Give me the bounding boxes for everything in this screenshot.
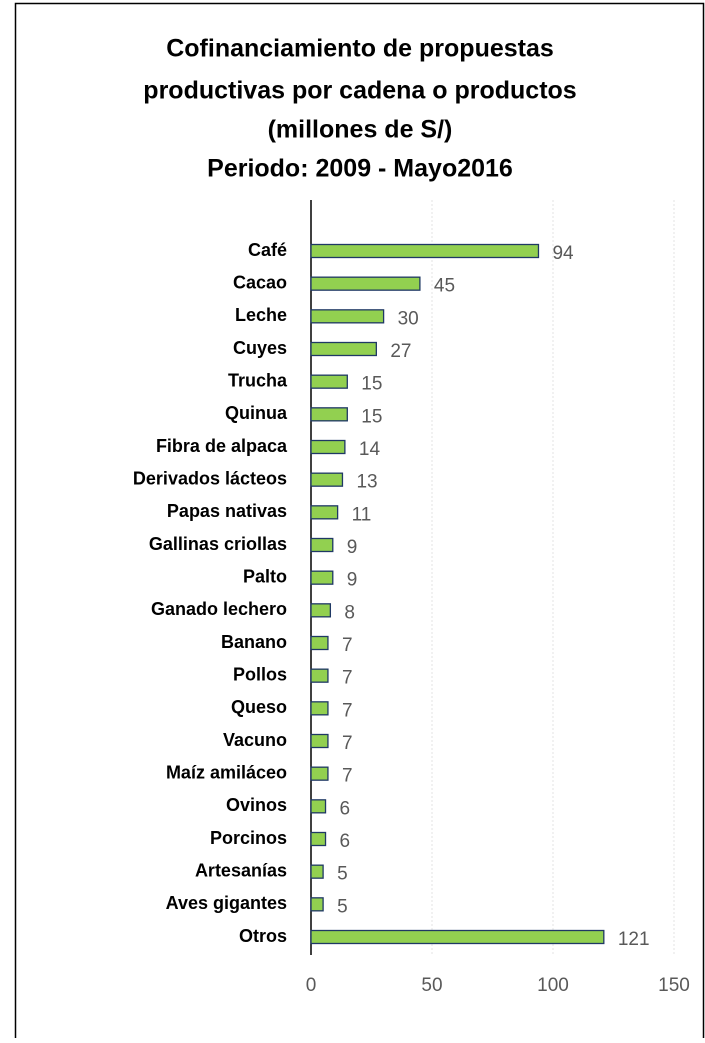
bar <box>310 570 334 585</box>
bar <box>310 439 346 455</box>
category-label: Papas nativas <box>167 501 287 521</box>
data-label: 13 <box>356 472 377 493</box>
category-label: Leche <box>235 305 287 325</box>
data-label: 5 <box>337 896 348 917</box>
category-label: Palto <box>243 566 287 586</box>
category-label: Banano <box>221 632 287 652</box>
chart-frame <box>14 2 705 1043</box>
bar <box>310 831 327 847</box>
bar <box>310 341 377 357</box>
data-label: 6 <box>340 798 351 819</box>
bar <box>310 864 324 879</box>
bar <box>310 276 421 291</box>
bar <box>310 374 348 389</box>
bar <box>310 635 329 651</box>
data-label: 15 <box>361 374 382 395</box>
data-label: 7 <box>342 766 353 787</box>
bar <box>310 505 339 520</box>
x-tick-label: 50 <box>421 975 442 996</box>
data-label: 9 <box>347 570 358 591</box>
category-label: Queso <box>231 697 287 717</box>
data-label: 11 <box>352 504 372 525</box>
category-label: Derivados lácteos <box>133 468 287 488</box>
data-label: 8 <box>344 602 355 623</box>
bar <box>310 733 329 749</box>
data-label: 94 <box>552 243 574 264</box>
data-label: 30 <box>398 308 419 329</box>
chart-title: (millones de S/) <box>268 116 453 144</box>
category-label: Gallinas criollas <box>149 534 287 554</box>
category-label: Artesanías <box>195 860 287 880</box>
category-label: Cacao <box>233 272 287 292</box>
bar <box>310 243 540 259</box>
chart-title: Cofinanciamiento de propuestas <box>166 35 554 63</box>
bar <box>310 537 334 553</box>
bar <box>310 897 324 912</box>
data-label: 7 <box>342 668 353 689</box>
category-label: Otros <box>239 926 287 946</box>
bar <box>310 799 327 814</box>
category-label: Maíz amiláceo <box>166 762 287 782</box>
category-label: Cuyes <box>233 338 287 358</box>
category-label: Fibra de alpaca <box>156 436 288 456</box>
bar <box>310 766 329 781</box>
data-label: 14 <box>359 439 381 460</box>
category-label: Vacuno <box>223 730 287 750</box>
data-label: 121 <box>618 929 650 950</box>
data-label: 5 <box>337 864 348 885</box>
x-tick-label: 150 <box>658 975 690 996</box>
chart-title: productivas por cadena o productos <box>143 77 576 105</box>
category-label: Ovinos <box>226 795 287 815</box>
category-label: Trucha <box>228 370 288 390</box>
bar <box>310 472 344 487</box>
data-label: 15 <box>361 406 382 427</box>
chart-title: Periodo: 2009 - Mayo2016 <box>207 155 513 183</box>
data-label: 9 <box>347 537 358 558</box>
data-label: 45 <box>434 276 455 297</box>
x-tick-label: 100 <box>537 975 569 996</box>
category-label: Quinua <box>225 403 288 423</box>
data-label: 27 <box>390 341 411 362</box>
bar <box>310 701 329 716</box>
category-label: Aves gigantes <box>166 893 287 913</box>
category-label: Pollos <box>233 664 287 684</box>
bar <box>310 603 332 618</box>
data-label: 7 <box>342 635 353 656</box>
data-label: 6 <box>340 831 351 852</box>
category-label: Ganado lechero <box>151 599 287 619</box>
bar <box>310 929 605 945</box>
bar <box>310 407 348 422</box>
category-label: Café <box>248 240 287 260</box>
data-label: 7 <box>342 733 353 754</box>
bar <box>310 309 385 324</box>
x-tick-label: 0 <box>306 975 317 996</box>
data-label: 7 <box>342 700 353 721</box>
category-label: Porcinos <box>210 828 287 848</box>
bar <box>310 668 329 683</box>
